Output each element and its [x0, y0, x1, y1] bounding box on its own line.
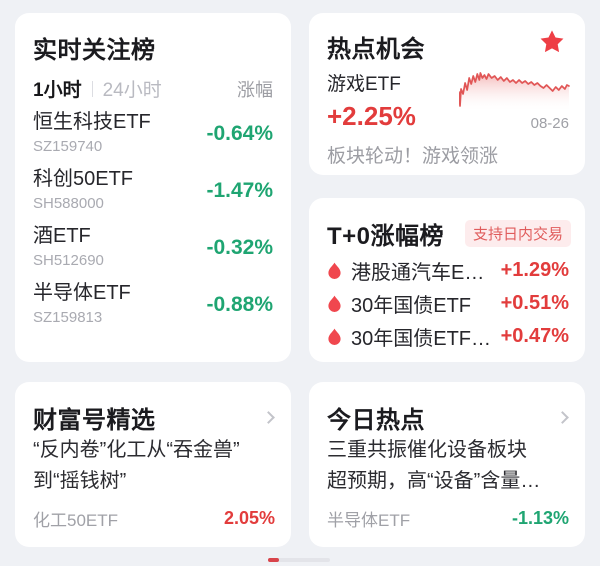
headline-line: 三重共振催化设备板块: [327, 439, 527, 461]
wealth-picks-card[interactable]: 财富号精选 “反内卷”化工从“吞金兽” 到“摇钱树” 化工50ETF 2.05%: [15, 382, 291, 547]
watchlist-tab-bar: 1小时 24小时 涨幅: [33, 75, 273, 102]
fund-name: 半导体ETF: [33, 282, 131, 304]
headline-line: 超预期，高“设备”含量…: [327, 470, 541, 492]
related-fund-row[interactable]: 化工50ETF 2.05%: [33, 506, 275, 531]
tab-24-hour[interactable]: 24小时: [102, 80, 162, 101]
t0-gainers-card: T+0涨幅榜 支持日内交易 港股通汽车E… +1.29% 30年国债ETF +0…: [309, 198, 585, 362]
carousel-scrollbar-thumb[interactable]: [268, 558, 279, 562]
fund-change: -1.13%: [511, 508, 569, 528]
star-icon[interactable]: [539, 29, 565, 54]
fund-code: SZ159740: [33, 138, 103, 155]
tab-1-hour[interactable]: 1小时: [33, 80, 82, 101]
flame-icon: [328, 262, 341, 279]
fund-name: 港股通汽车E…: [351, 262, 485, 284]
fund-code: SH588000: [33, 195, 104, 212]
t0-row[interactable]: 港股通汽车E… +1.29%: [327, 254, 569, 287]
chart-date-label: 08-26: [530, 115, 569, 132]
watchlist-items: 恒生科技ETF SZ159740 -0.64% 科创50ETF SH588000…: [33, 105, 273, 333]
fund-code: SH512690: [33, 252, 104, 269]
fund-change: -0.32%: [206, 235, 273, 259]
carousel-scrollbar[interactable]: [268, 558, 330, 562]
fund-name: 化工50ETF: [33, 511, 119, 530]
fund-change: -0.88%: [206, 292, 273, 316]
t0-row[interactable]: 30年国债ETF… +0.47%: [327, 320, 569, 353]
fund-name: 科创50ETF: [33, 168, 134, 190]
watchlist-row[interactable]: 半导体ETF SZ159813 -0.88%: [33, 276, 273, 333]
article-headline[interactable]: “反内卷”化工从“吞金兽” 到“摇钱树”: [33, 435, 277, 497]
fund-change: -1.47%: [206, 178, 273, 202]
fund-code: SZ159813: [33, 309, 103, 326]
fund-change: +0.51%: [500, 292, 569, 314]
hot-fund-name: 游戏ETF: [327, 74, 401, 95]
hot-opportunity-card[interactable]: 热点机会 游戏ETF +2.25% 08-26 板块轮动！游戏领涨: [309, 13, 585, 175]
fund-change: -0.64%: [206, 121, 273, 145]
sparkline-chart: [459, 72, 570, 112]
hot-subtitle: 板块轮动！游戏领涨: [327, 146, 499, 167]
wealth-picks-title: 财富号精选: [33, 407, 156, 434]
watchlist-row[interactable]: 恒生科技ETF SZ159740 -0.64%: [33, 105, 273, 162]
t0-row[interactable]: 30年国债ETF +0.51%: [327, 287, 569, 320]
t0-header: T+0涨幅榜 支持日内交易: [327, 216, 571, 251]
fund-name: 30年国债ETF…: [351, 328, 492, 350]
related-fund-row[interactable]: 半导体ETF -1.13%: [327, 506, 569, 531]
fund-name: 30年国债ETF: [351, 295, 472, 317]
today-hot-card[interactable]: 今日热点 三重共振催化设备板块 超预期，高“设备”含量… 半导体ETF -1.1…: [309, 382, 585, 547]
change-column-header: 涨幅: [237, 79, 273, 100]
intraday-trading-badge: 支持日内交易: [464, 220, 571, 247]
article-headline[interactable]: 三重共振催化设备板块 超预期，高“设备”含量…: [327, 435, 571, 497]
today-hot-title: 今日热点: [327, 407, 425, 434]
watchlist-row[interactable]: 酒ETF SH512690 -0.32%: [33, 219, 273, 276]
realtime-watchlist-card: 实时关注榜 1小时 24小时 涨幅 恒生科技ETF SZ159740 -0.64…: [15, 13, 291, 362]
wealth-picks-header: 财富号精选: [33, 400, 277, 435]
sparkline-area: [459, 73, 569, 112]
hot-opportunity-title: 热点机会: [327, 36, 425, 63]
chevron-right-icon[interactable]: [556, 411, 569, 424]
fund-name: 恒生科技ETF: [33, 111, 151, 133]
sparkline-line: [459, 72, 570, 107]
flame-icon: [328, 295, 341, 312]
t0-items: 港股通汽车E… +1.29% 30年国债ETF +0.51% 30年国债ETF……: [327, 254, 569, 353]
watchlist-row[interactable]: 科创50ETF SH588000 -1.47%: [33, 162, 273, 219]
t0-title: T+0涨幅榜: [327, 223, 445, 250]
flame-icon: [328, 328, 341, 345]
tab-divider: [91, 80, 93, 97]
today-hot-header: 今日热点: [327, 400, 571, 435]
fund-change: 2.05%: [223, 508, 275, 528]
chevron-right-icon[interactable]: [262, 411, 275, 424]
watchlist-title: 实时关注榜: [33, 37, 156, 64]
fund-name: 酒ETF: [33, 225, 91, 247]
fund-change: +0.47%: [500, 325, 569, 347]
headline-line: “反内卷”化工从“吞金兽”: [33, 439, 240, 461]
fund-name: 半导体ETF: [327, 511, 411, 530]
headline-line: 到“摇钱树”: [33, 470, 127, 492]
fund-change: +1.29%: [500, 259, 569, 281]
hot-fund-change: +2.25%: [327, 101, 416, 131]
